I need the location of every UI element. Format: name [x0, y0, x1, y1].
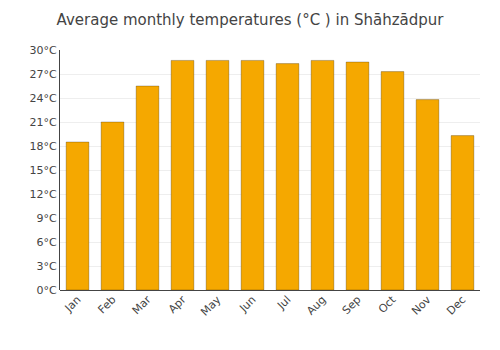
svg-text:Feb: Feb — [96, 293, 119, 316]
svg-text:18°C: 18°C — [30, 140, 57, 153]
svg-text:Jul: Jul — [274, 293, 293, 312]
svg-text:Nov: Nov — [409, 293, 434, 318]
svg-text:Sep: Sep — [340, 293, 364, 317]
svg-text:Aug: Aug — [304, 293, 328, 317]
svg-text:Average monthly temperatures (: Average monthly temperatures (°C ) in Sh… — [57, 11, 445, 29]
svg-text:Jan: Jan — [62, 293, 84, 315]
svg-text:Apr: Apr — [166, 293, 189, 316]
svg-text:21°C: 21°C — [30, 116, 57, 129]
svg-text:9°C: 9°C — [37, 212, 57, 225]
svg-text:Oct: Oct — [376, 293, 399, 316]
svg-text:30°C: 30°C — [30, 44, 57, 57]
svg-text:Jun: Jun — [236, 293, 258, 315]
svg-text:24°C: 24°C — [30, 92, 57, 105]
svg-text:0°C: 0°C — [37, 284, 57, 297]
svg-text:6°C: 6°C — [37, 236, 57, 249]
svg-text:May: May — [198, 293, 224, 319]
svg-text:27°C: 27°C — [30, 68, 57, 81]
svg-text:Dec: Dec — [444, 293, 468, 317]
svg-text:Mar: Mar — [130, 293, 154, 317]
svg-text:15°C: 15°C — [30, 164, 57, 177]
svg-text:3°C: 3°C — [37, 260, 57, 273]
svg-text:12°C: 12°C — [30, 188, 57, 201]
